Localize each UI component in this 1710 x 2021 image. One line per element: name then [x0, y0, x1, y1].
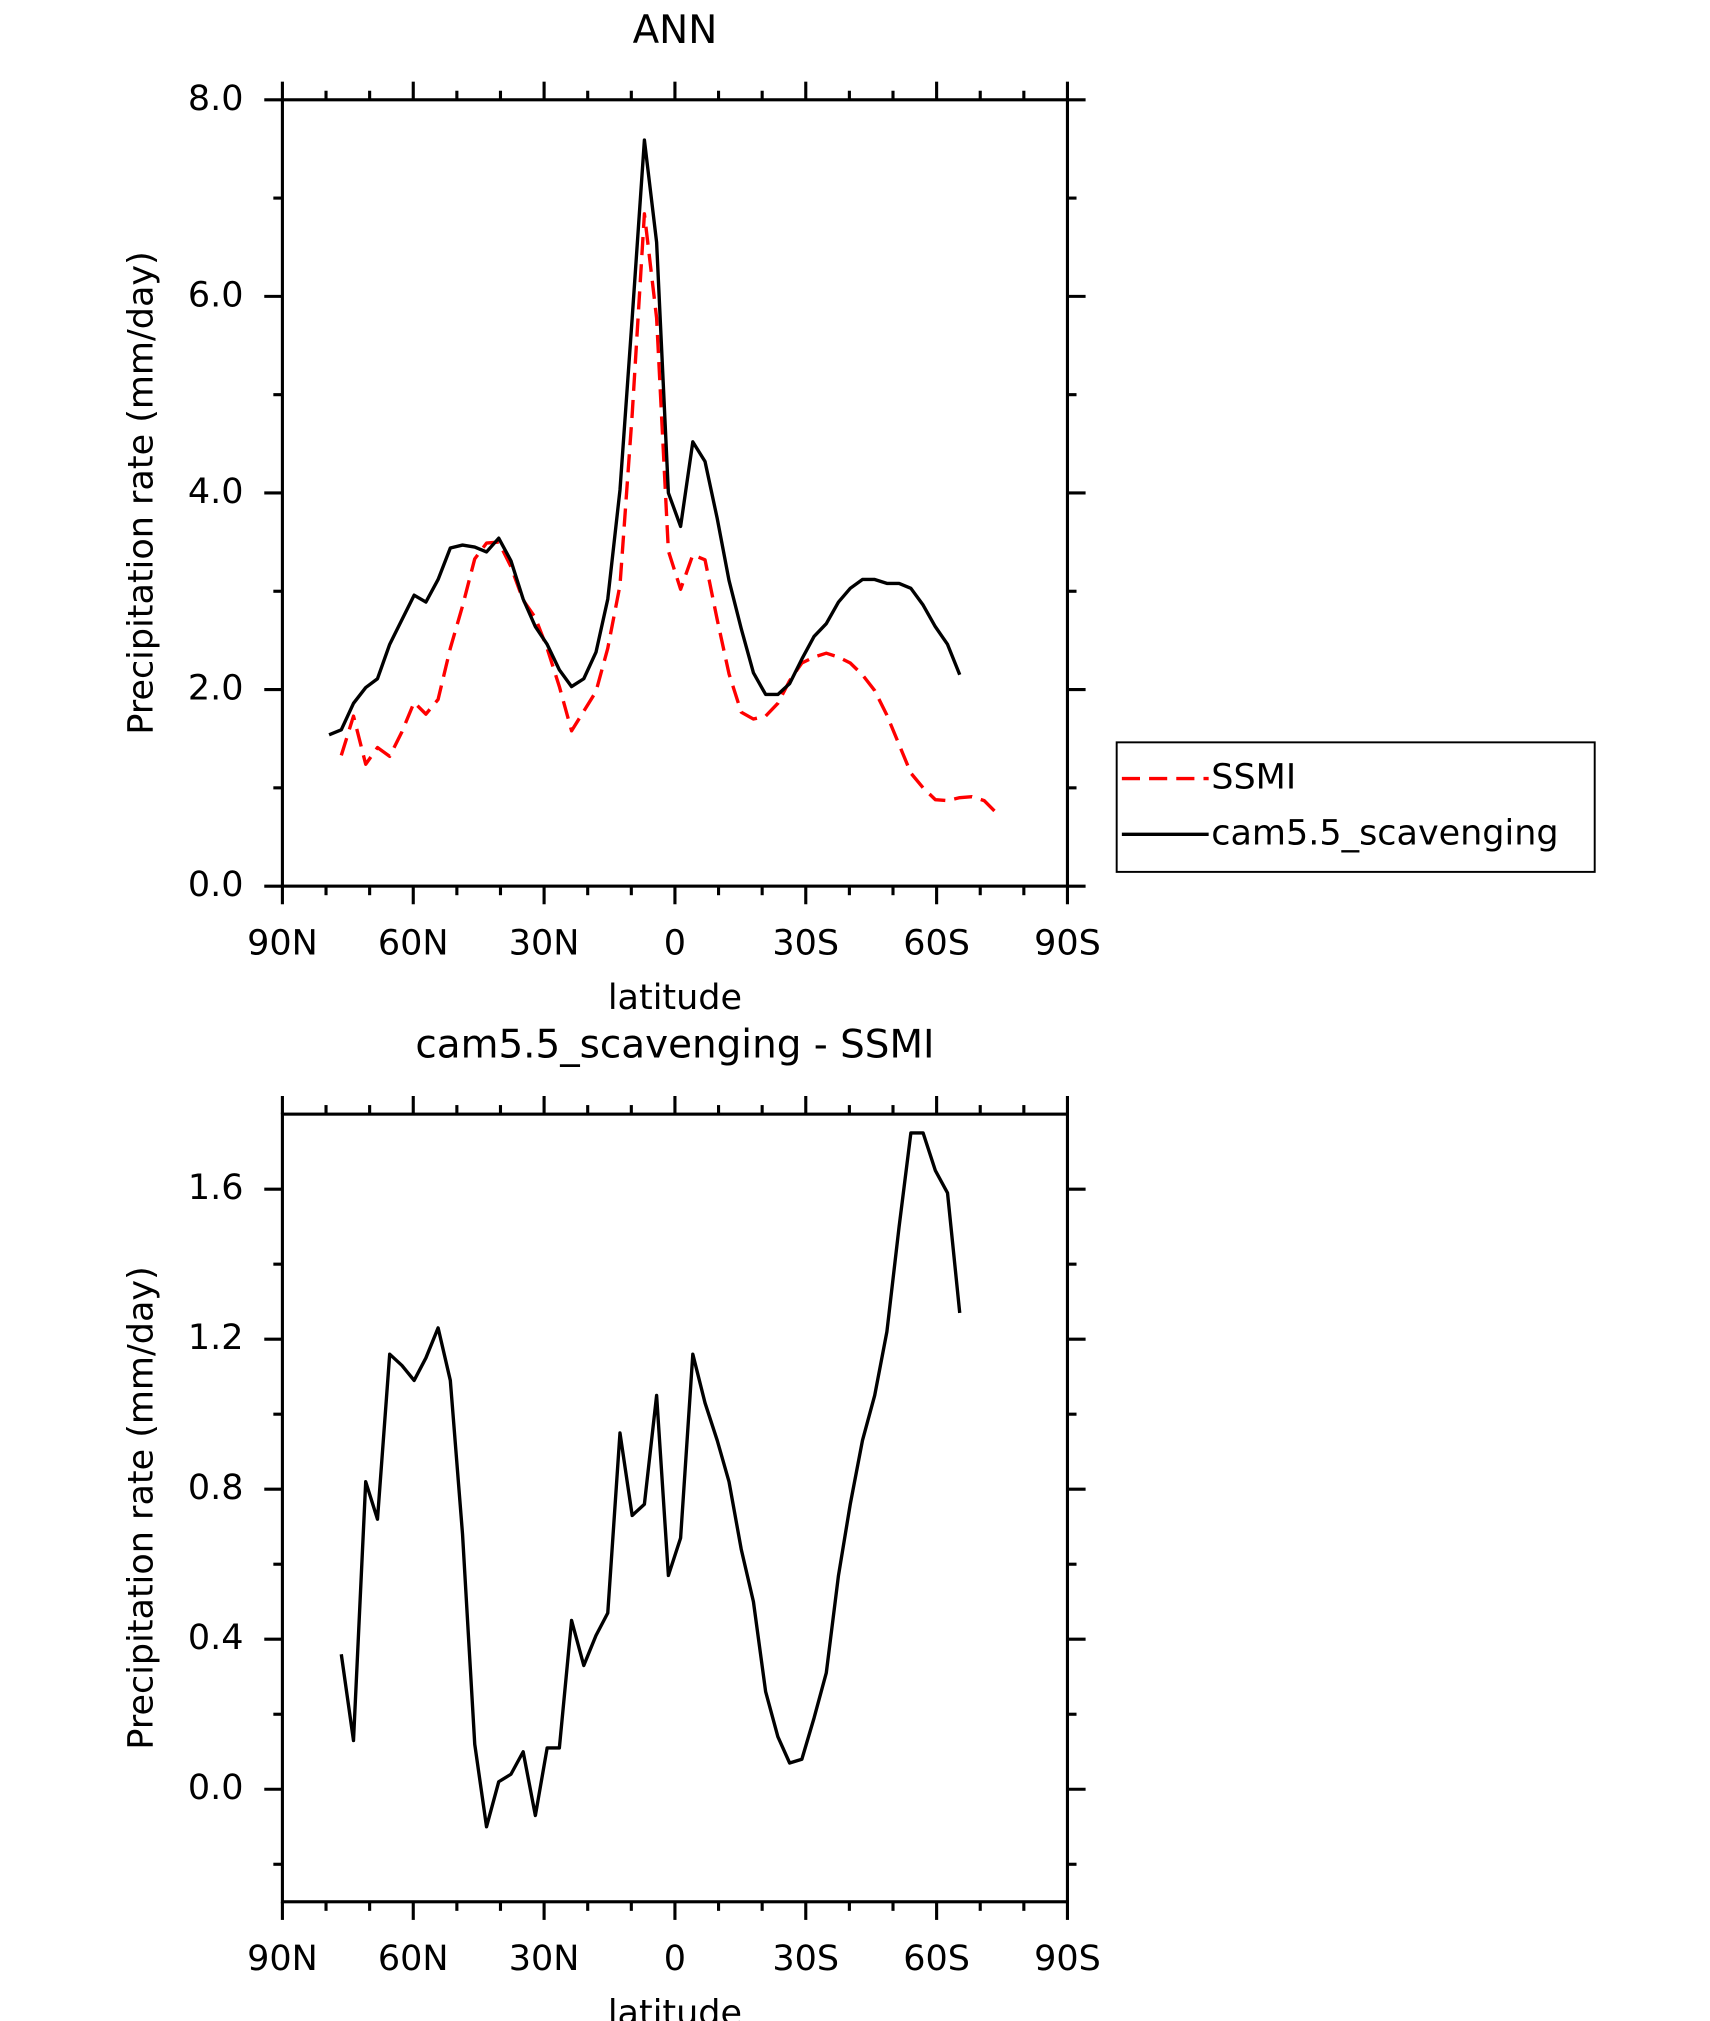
chart-title: ANN: [633, 8, 718, 53]
y-tick-label: 0.0: [188, 1768, 244, 1808]
y-axis-label: Precipitation rate (mm/day): [122, 251, 162, 734]
line-series: [339, 1131, 962, 1829]
y-axis-label: Precipitation rate (mm/day): [122, 1266, 162, 1749]
x-tick-label: 0: [664, 1939, 686, 1979]
plot-frame: [280, 1112, 1070, 1904]
y-tick-label: 1.6: [188, 1168, 244, 1208]
y-tick-label: 6.0: [188, 275, 244, 315]
x-tick-label: 90N: [247, 923, 318, 963]
y-tick-label: 0.8: [188, 1468, 244, 1508]
line-series: [339, 212, 998, 814]
x-tick-label: 30N: [509, 1939, 580, 1979]
line-series: [328, 138, 962, 737]
legend-label: SSMI: [1211, 758, 1296, 798]
x-tick-label: 60N: [378, 1939, 449, 1979]
chart-title: cam5.5_scavenging - SSMI: [415, 1022, 934, 1067]
y-tick-label: 0.0: [188, 865, 244, 905]
y-tick-label: 2.0: [188, 669, 244, 709]
x-tick-label: 0: [664, 923, 686, 963]
x-tick-label: 30S: [772, 923, 839, 963]
x-tick-label: 90S: [1034, 923, 1101, 963]
y-tick-label: 8.0: [188, 79, 244, 119]
legend-box: [1115, 741, 1596, 873]
legend-label: cam5.5_scavenging: [1211, 813, 1558, 853]
x-axis-label: latitude: [608, 1993, 742, 2021]
x-axis-label: latitude: [608, 978, 742, 1018]
x-tick-label: 90S: [1034, 1939, 1101, 1979]
y-tick-label: 1.2: [188, 1318, 244, 1358]
y-tick-label: 0.4: [188, 1618, 244, 1658]
x-tick-label: 30N: [509, 923, 580, 963]
plot-frame: [280, 98, 1070, 888]
x-tick-label: 60N: [378, 923, 449, 963]
y-tick-label: 4.0: [188, 472, 244, 512]
x-tick-label: 90N: [247, 1939, 318, 1979]
x-tick-label: 60S: [903, 1939, 970, 1979]
x-tick-label: 30S: [772, 1939, 839, 1979]
x-tick-label: 60S: [903, 923, 970, 963]
